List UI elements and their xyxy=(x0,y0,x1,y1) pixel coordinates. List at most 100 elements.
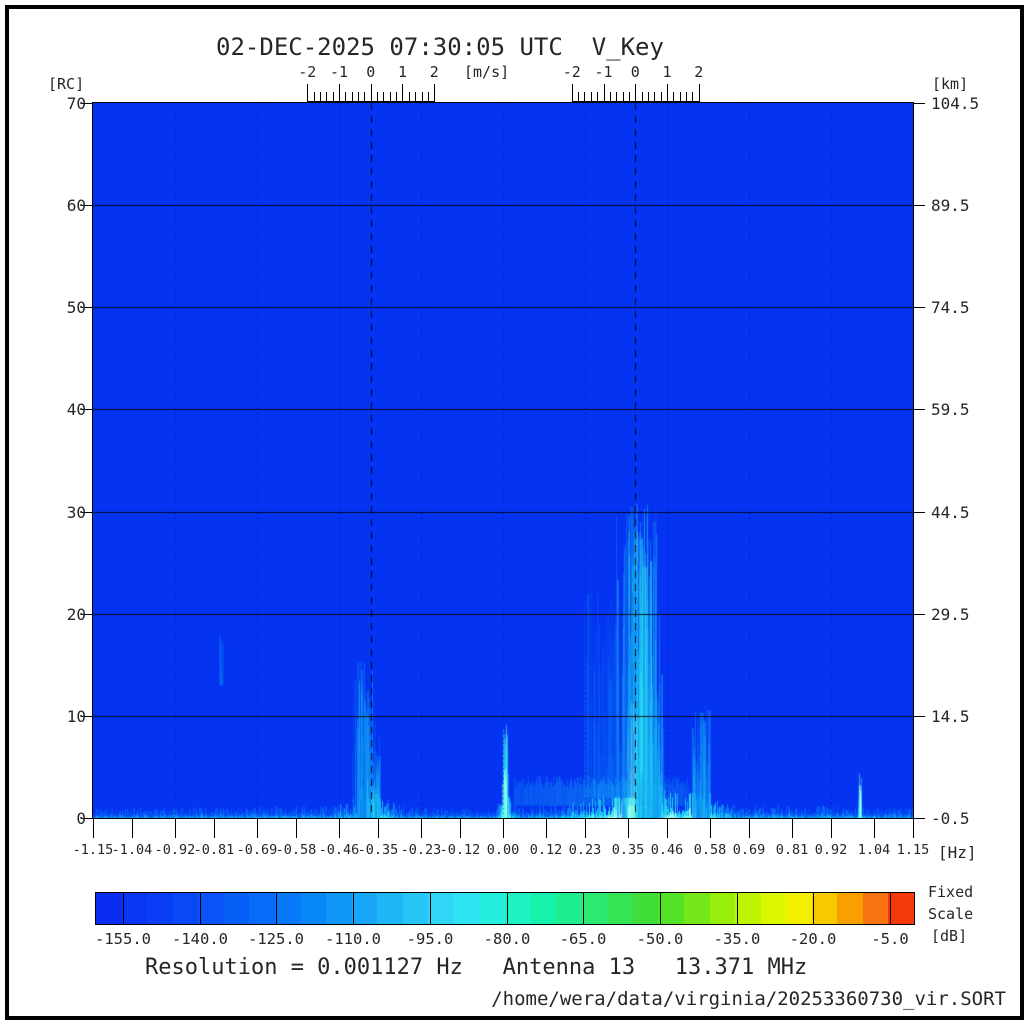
velocity-tick-label: -2 xyxy=(562,63,581,81)
bottom-axis-tick-label: 0.92 xyxy=(814,842,848,858)
colorbar-step xyxy=(658,893,684,924)
colorbar-step xyxy=(326,893,352,924)
bottom-axis-tick-label: -0.23 xyxy=(400,842,442,858)
bottom-axis-tick xyxy=(296,819,297,838)
colorbar-step xyxy=(172,893,199,924)
velocity-ruler-tick xyxy=(370,84,372,101)
bottom-axis-tick-label: 0.81 xyxy=(775,842,809,858)
left-axis-tick-label: 40 xyxy=(66,400,86,419)
bottom-axis-tick-label: 0.46 xyxy=(650,842,684,858)
colorbar-step xyxy=(96,893,122,924)
colorbar-step xyxy=(453,893,480,924)
velocity-ruler-tick xyxy=(338,84,340,101)
bottom-axis-tick-label: -0.81 xyxy=(193,842,235,858)
velocity-ruler-comb xyxy=(571,84,700,102)
bottom-axis-tick xyxy=(214,819,215,838)
bottom-axis-tick xyxy=(585,819,586,838)
velocity-ruler-tick xyxy=(616,92,618,101)
colorbar-tick xyxy=(583,892,584,925)
velocity-tick-label: -1 xyxy=(594,63,613,81)
bottom-axis-tick-label: -0.92 xyxy=(154,842,196,858)
left-axis-tick xyxy=(82,818,93,819)
colorbar-step xyxy=(581,893,608,924)
left-axis-tick-label: 20 xyxy=(66,605,86,624)
bottom-axis-tick-label: 0.69 xyxy=(732,842,766,858)
bottom-axis-tick-label: 1.04 xyxy=(857,842,891,858)
left-axis-tick-label: 50 xyxy=(66,298,86,317)
colorbar-tick-label: -140.0 xyxy=(172,930,228,948)
velocity-ruler-tick xyxy=(609,92,611,101)
colorbar-step xyxy=(479,893,505,924)
bottom-axis-tick xyxy=(175,819,176,838)
velocity-ruler-tick xyxy=(597,92,599,101)
velocity-ruler-tick xyxy=(628,92,630,101)
bottom-axis-tick-label: 0.12 xyxy=(529,842,563,858)
colorbar-step xyxy=(505,893,531,924)
velocity-tick-label: 1 xyxy=(397,63,407,81)
velocity-ruler-tick xyxy=(377,92,379,101)
bottom-axis-tick xyxy=(460,819,461,838)
colorbar-step xyxy=(530,893,557,924)
velocity-ruler-tick xyxy=(679,92,681,101)
colorbar-step xyxy=(709,893,736,924)
colorbar-tick xyxy=(430,892,431,925)
velocity-ruler-tick xyxy=(345,92,347,101)
colorbar-tick-label: -155.0 xyxy=(95,930,151,948)
ms-unit-label: [m/s] xyxy=(464,63,510,81)
right-axis-tick-label: 14.5 xyxy=(931,707,970,726)
colorbar-step xyxy=(300,893,327,924)
velocity-ruler-tick xyxy=(571,84,573,101)
colorbar-mode-label-2: Scale xyxy=(928,905,974,923)
bottom-axis-tick xyxy=(710,819,711,838)
bottom-axis-tick xyxy=(792,819,793,838)
left-axis-tick xyxy=(82,307,93,308)
left-axis-tick xyxy=(82,614,93,615)
bottom-axis-tick-label: 0.58 xyxy=(693,842,727,858)
right-axis-tick xyxy=(914,716,925,717)
velocity-ruler-tick xyxy=(660,92,662,101)
bottom-axis-tick-label: 0.00 xyxy=(486,842,520,858)
bottom-axis-tick xyxy=(874,819,875,838)
bottom-axis-tick xyxy=(339,819,340,838)
right-axis-tick-label: 89.5 xyxy=(931,196,970,215)
velocity-tick-label: -1 xyxy=(329,63,348,81)
colorbar-tick xyxy=(200,892,201,925)
right-axis-tick-label: 29.5 xyxy=(931,605,970,624)
colorbar-tick-label: -65.0 xyxy=(559,930,607,948)
velocity-ruler-tick xyxy=(654,92,656,101)
right-axis-tick xyxy=(914,409,925,410)
left-axis-tick-label: 60 xyxy=(66,196,86,215)
velocity-ruler-tick xyxy=(673,92,675,101)
velocity-ruler-tick xyxy=(434,84,436,101)
colorbar-tick xyxy=(276,892,277,925)
right-axis-tick-label: -0.5 xyxy=(931,809,970,828)
velocity-ruler-tick xyxy=(415,92,417,101)
spectrum-canvas xyxy=(93,103,913,818)
velocity-ruler-tick xyxy=(421,92,423,101)
right-axis-tick xyxy=(914,205,925,206)
velocity-ruler-tick xyxy=(389,92,391,101)
right-axis-tick xyxy=(914,512,925,513)
bottom-axis-tick xyxy=(93,819,94,838)
colorbar-step xyxy=(862,893,889,924)
right-axis-tick xyxy=(914,307,925,308)
left-axis-tick-label: 10 xyxy=(66,707,86,726)
right-axis-tick-label: 74.5 xyxy=(931,298,970,317)
colorbar-step xyxy=(607,893,633,924)
velocity-ruler-tick xyxy=(364,92,366,101)
colorbar-tick-label: -20.0 xyxy=(789,930,837,948)
velocity-ruler-tick xyxy=(358,92,360,101)
colorbar-tick xyxy=(813,892,814,925)
colorbar-step xyxy=(198,893,224,924)
velocity-ruler-tick xyxy=(692,92,694,101)
colorbar-tick xyxy=(737,892,738,925)
velocity-ruler-tick xyxy=(307,84,309,101)
colorbar-step xyxy=(147,893,173,924)
right-axis-tick xyxy=(914,103,925,104)
bottom-axis-tick xyxy=(749,819,750,838)
right-axis-tick-label: 59.5 xyxy=(931,400,970,419)
colorbar-tick xyxy=(660,892,661,925)
colorbar xyxy=(95,892,915,925)
colorbar-mode-label-1: Fixed xyxy=(928,883,974,901)
